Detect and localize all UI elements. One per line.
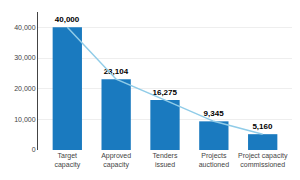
svg-text:Tendersissued: Tendersissued xyxy=(153,152,178,168)
svg-text:40,000: 40,000 xyxy=(55,15,80,24)
svg-text:9,345: 9,345 xyxy=(204,109,225,118)
svg-text:Approvedcapacity: Approvedcapacity xyxy=(101,152,131,169)
svg-text:0: 0 xyxy=(32,146,36,153)
svg-text:30,000: 30,000 xyxy=(14,54,36,61)
svg-text:5,160: 5,160 xyxy=(252,122,273,131)
svg-text:40,000: 40,000 xyxy=(14,24,36,31)
svg-text:Project capacitycommissioned: Project capacitycommissioned xyxy=(238,152,288,168)
svg-text:20,000: 20,000 xyxy=(14,85,36,92)
svg-text:Targetcapacity: Targetcapacity xyxy=(54,152,80,169)
svg-text:23,104: 23,104 xyxy=(104,67,129,76)
svg-text:10,000: 10,000 xyxy=(14,116,36,123)
svg-text:16,275: 16,275 xyxy=(152,88,177,97)
svg-text:Projectsauctioned: Projectsauctioned xyxy=(199,152,229,168)
